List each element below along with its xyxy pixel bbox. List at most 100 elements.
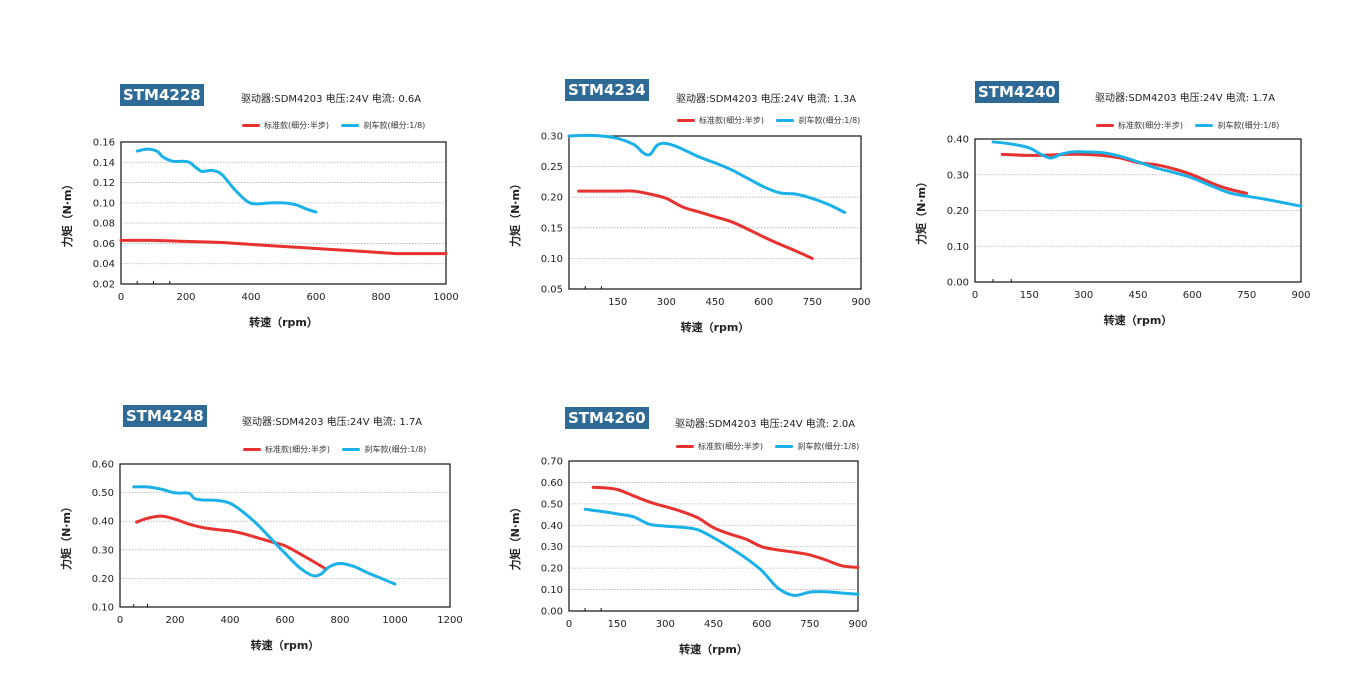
x-axis-title: 转速（rpm） [249,315,318,329]
x-tick-label: 300 [657,297,676,308]
plot-frame [120,141,447,285]
y-tick-label: 0.70 [541,457,563,468]
legend-item-std: 标准款(细分:半步) [1096,120,1183,131]
chart-panel-stm4240: STM4240 驱动器:SDM4203 电压:24V 电流: 1.7A 标准款(… [914,81,1355,341]
x-axis-title: 转速（rpm） [681,320,750,334]
x-tick-label: 600 [275,615,294,626]
x-tick-label: 150 [1020,290,1039,301]
y-tick-label: 0.50 [541,499,563,510]
series-line-brake [135,147,318,214]
chart-title: STM4260 [565,407,649,429]
y-tick-label: 0.12 [93,178,115,189]
series-line-brake [567,133,847,214]
chart-title: STM4240 [975,81,1059,103]
y-axis-title: 力矩（N·m） [60,179,74,248]
legend-label: 刹车款(细分:1/8) [364,445,427,454]
legend-item-std: 标准款(细分:半步) [677,115,764,126]
x-tick-label: 600 [1183,290,1202,301]
y-tick-label: 0.02 [93,280,115,291]
y-tick-label: 0.20 [92,574,114,585]
legend-label: 标准款(细分:半步) [1118,121,1183,130]
x-tick-label: 400 [220,615,239,626]
legend: 标准款(细分:半步) 刹车款(细分:1/8) [666,441,859,452]
legend-label: 刹车款(细分:1/8) [1217,121,1280,130]
x-tick-label: 750 [803,297,822,308]
x-tick-label: 150 [608,297,627,308]
chart-title: STM4234 [565,79,649,101]
y-tick-label: 0.10 [947,242,969,253]
legend-label: 标准款(细分:半步) [265,445,330,454]
chart-plot: 0.00 0.10 0.20 0.30 0.40 0 150 300 450 600 750 900 转… [914,135,1311,328]
x-tick-label: 900 [851,297,870,308]
chart-subtitle: 驱动器:SDM4203 电压:24V 电流: 0.6A [241,94,422,105]
x-tick-label: 200 [176,292,195,303]
chart-plot: 0.02 0.04 0.06 0.08 0.10 0.12 0.14 0.16 0 200 400 6… [60,138,459,330]
y-tick-label: 0.60 [541,478,563,489]
y-tick-label: 0.08 [93,219,115,230]
chart-subtitle: 驱动器:SDM4203 电压:24V 电流: 1.7A [1095,93,1276,104]
series-line-brake [132,485,397,586]
legend: 标准款(细分:半步) 刹车款(细分:1/8) [667,115,860,126]
y-tick-label: 0.16 [93,138,115,149]
y-axis-title: 力矩（N·m） [59,501,73,570]
legend-item-std: 标准款(细分:半步) [676,441,763,452]
y-axis-title: 力矩（N·m） [508,502,522,571]
x-tick-label: 450 [704,619,723,630]
y-tick-label: 0.40 [92,517,114,528]
chart-subtitle: 驱动器:SDM4203 电压:24V 电流: 1.3A [676,94,857,105]
legend-item-brake: 刹车款(细分:1/8) [341,120,425,131]
y-tick-label: 0.60 [92,460,114,471]
y-tick-label: 0.14 [93,158,115,169]
legend: 标准款(细分:半步) 刹车款(细分:1/8) [233,444,426,455]
y-tick-label: 0.50 [92,488,114,499]
legend-label: 刹车款(细分:1/8) [797,442,860,451]
plot-frame [568,135,862,290]
x-tick-label: 0 [972,290,978,301]
legend-label: 标准款(细分:半步) [698,442,763,451]
x-tick-label: 600 [306,292,325,303]
x-tick-label: 600 [752,619,771,630]
chart-title: STM4228 [120,84,204,106]
series-line-brake [991,140,1303,208]
y-tick-label: 0.00 [541,607,563,618]
x-tick-label: 450 [705,297,724,308]
plot-frame [119,463,451,608]
x-tick-label: 0 [117,615,123,626]
chart-subtitle: 驱动器:SDM4203 电压:24V 电流: 2.0A [675,419,856,430]
legend-item-brake: 刹车款(细分:1/8) [776,115,860,126]
legend-item-std: 标准款(细分:半步) [243,444,330,455]
legend-label: 标准款(细分:半步) [264,121,329,130]
x-tick-label: 1000 [433,292,458,303]
series-line-standard [135,514,328,571]
legend-label: 标准款(细分:半步) [699,116,764,125]
y-tick-label: 0.40 [541,521,563,532]
y-tick-label: 0.06 [93,239,115,250]
chart-plot: 0.00 0.10 0.20 0.30 0.40 0.50 0.60 0.70 0 150 300 4… [508,457,868,657]
series-line-standard [1000,152,1249,195]
legend-item-brake: 刹车款(细分:1/8) [342,444,426,455]
x-axis-title: 转速（rpm） [251,638,320,652]
series-line-standard [577,189,814,260]
legend: 标准款(细分:半步) 刹车款(细分:1/8) [232,120,425,131]
x-tick-label: 400 [241,292,260,303]
x-tick-label: 150 [608,619,627,630]
legend-item-brake: 刹车款(细分:1/8) [775,441,859,452]
x-tick-label: 1200 [437,615,462,626]
x-tick-label: 450 [1128,290,1147,301]
chart-plot: 0.10 0.20 0.30 0.40 0.50 0.60 0 200 400 600 800 100… [59,460,463,653]
x-tick-label: 0 [118,292,124,303]
y-tick-label: 0.10 [93,198,115,209]
y-tick-label: 0.30 [541,542,563,553]
x-tick-label: 900 [1291,290,1310,301]
y-tick-label: 0.20 [947,206,969,217]
legend: 标准款(细分:半步) 刹车款(细分:1/8) [1086,120,1279,131]
x-axis-title: 转速（rpm） [1104,313,1173,327]
legend-item-brake: 刹车款(细分:1/8) [1195,120,1279,131]
x-tick-label: 750 [1237,290,1256,301]
y-tick-label: 0.10 [92,603,114,614]
x-tick-label: 750 [800,619,819,630]
y-tick-label: 0.20 [541,564,563,575]
series-line-standard [591,485,860,569]
legend-label: 刹车款(细分:1/8) [798,116,861,125]
legend-item-std: 标准款(细分:半步) [242,120,329,131]
